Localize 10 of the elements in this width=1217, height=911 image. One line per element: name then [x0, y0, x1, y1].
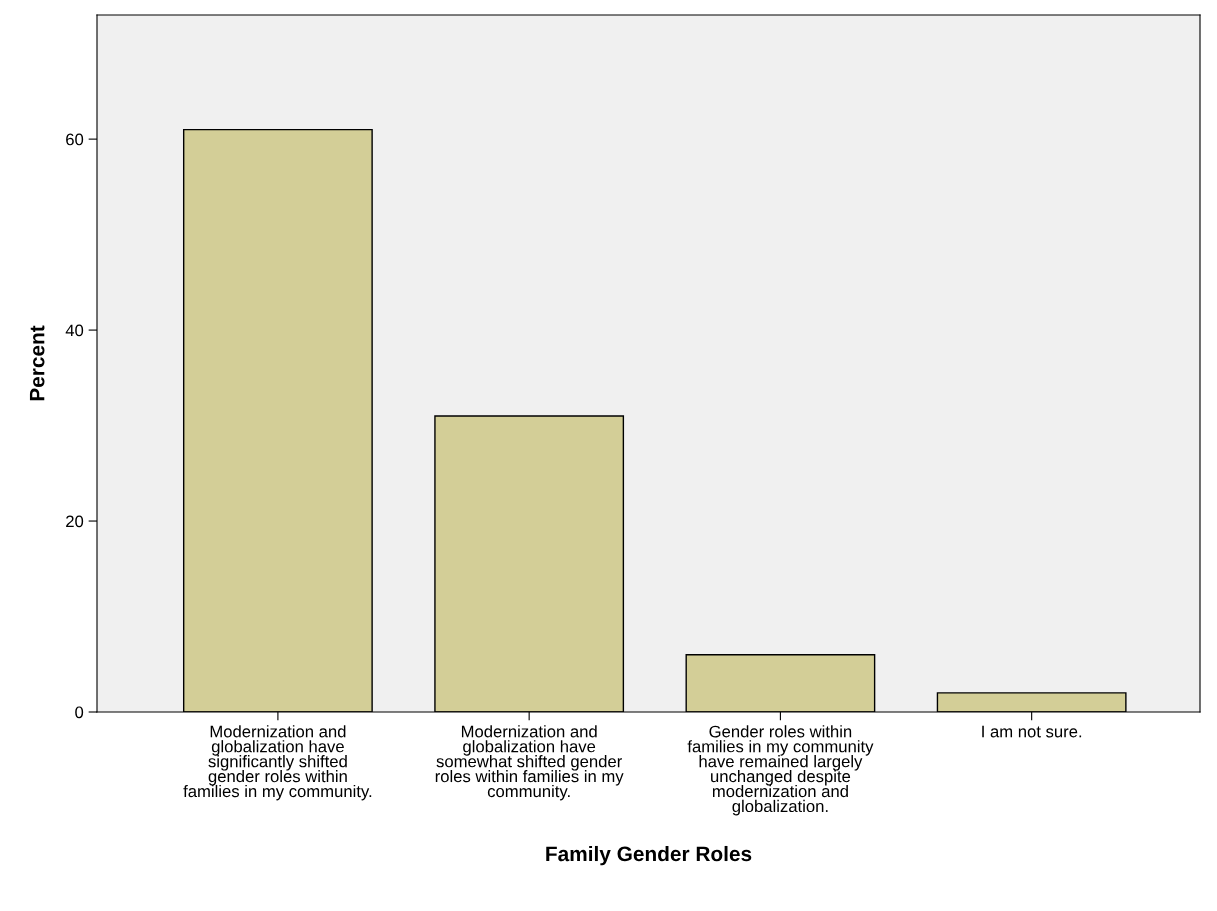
x-tick-label: I am not sure. — [982, 725, 1082, 738]
x-axis-title: Family Gender Roles — [546, 845, 752, 866]
x-tick-label: Modernization and globalization have significantly shifted gender roles within families in my community. — [183, 725, 372, 801]
y-tick-label: 60 — [66, 133, 84, 146]
y-tick-label: 40 — [65, 324, 84, 337]
x-tick-label: Gender roles within families in my community have remained largely unchanged despite modernization and globalization. — [687, 725, 874, 816]
x-tick-label: Modernization and globalization have somewhat shifted gender roles within families in my community. — [435, 725, 624, 801]
y-tick-label: 0 — [75, 706, 84, 719]
y-axis-title: Percent — [29, 325, 45, 401]
y-tick-label: 20 — [66, 515, 84, 528]
